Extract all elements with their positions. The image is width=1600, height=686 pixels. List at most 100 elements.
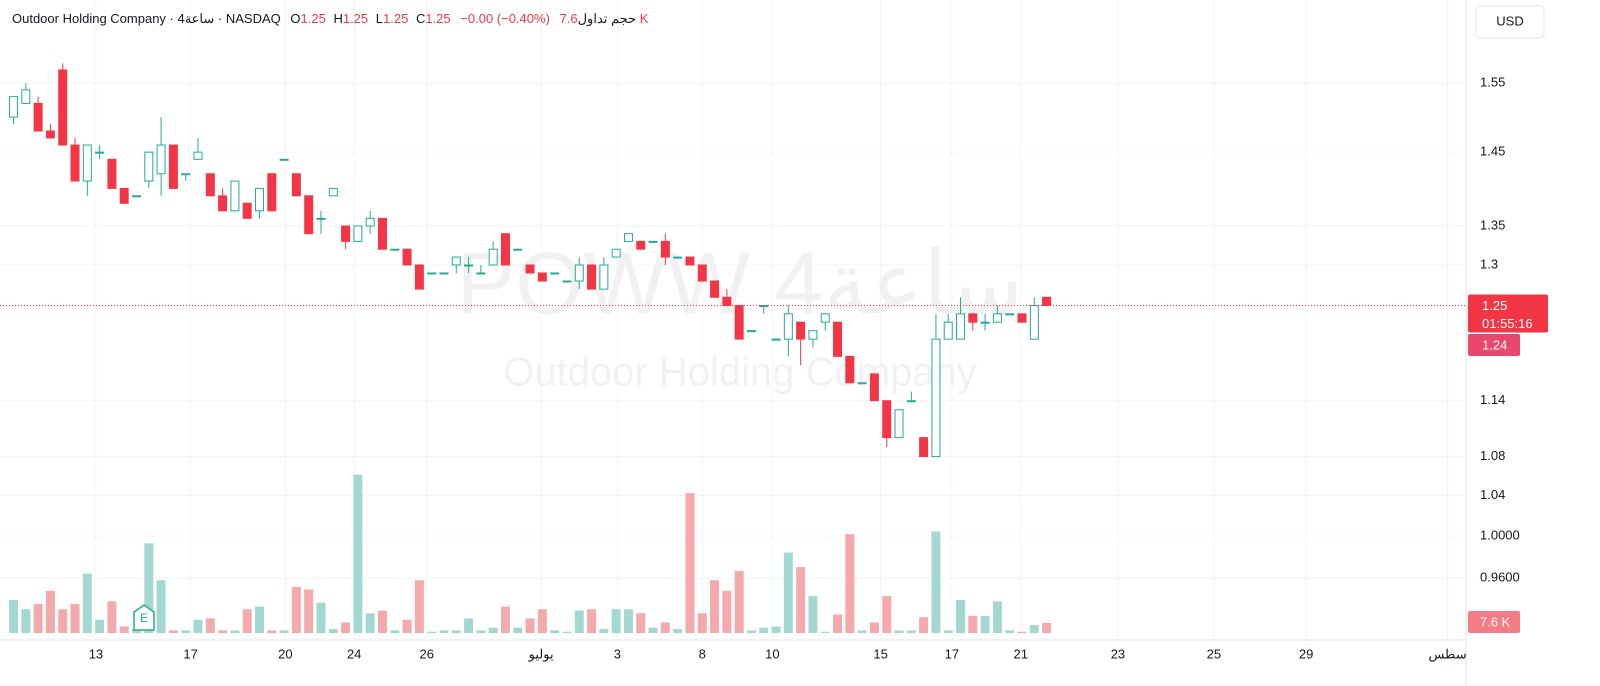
volume-bar xyxy=(402,619,412,633)
candle-body xyxy=(500,233,510,266)
candle-body xyxy=(144,151,154,182)
candle-body xyxy=(943,321,953,340)
candle-body xyxy=(341,225,351,242)
candle-body xyxy=(1029,305,1039,340)
volume-bar xyxy=(353,474,363,633)
volume-bar xyxy=(562,631,572,633)
candle-body xyxy=(906,400,916,403)
volume-bar xyxy=(1042,622,1052,633)
event-icon[interactable] xyxy=(133,604,155,631)
x-tick-label: 23 xyxy=(1111,646,1125,661)
y-tick-label: 0.9600 xyxy=(1480,570,1520,585)
candle-body xyxy=(808,330,818,340)
candle-body xyxy=(107,158,117,189)
open-label: O xyxy=(290,11,300,26)
volume-bar xyxy=(95,619,105,633)
close-label: C xyxy=(416,11,425,26)
candle-body xyxy=(1005,313,1015,316)
volume-bar xyxy=(968,615,978,633)
x-tick-label: 3 xyxy=(614,646,621,661)
volume-bar xyxy=(464,618,474,633)
volume-bar xyxy=(808,596,818,633)
volume-bar xyxy=(759,627,769,633)
volume-bar xyxy=(1005,630,1015,633)
volume-bar xyxy=(783,552,793,633)
candle-body xyxy=(488,248,498,266)
volume-bar xyxy=(377,610,387,633)
volume-bar xyxy=(697,613,707,633)
candle-body xyxy=(316,217,326,220)
candle-body xyxy=(673,256,683,259)
candle-body xyxy=(833,321,843,357)
candle-body xyxy=(746,330,756,333)
volume-bar xyxy=(414,580,424,633)
low-label: L xyxy=(376,11,383,26)
candle-body xyxy=(685,256,695,266)
volume-bar xyxy=(205,618,215,633)
x-tick-label: 26 xyxy=(420,646,434,661)
candle-body xyxy=(9,96,19,118)
currency-button[interactable] xyxy=(1475,5,1545,39)
candle-body xyxy=(476,272,486,275)
volume-bar xyxy=(58,609,68,633)
volume-bar xyxy=(304,589,314,633)
candle-body xyxy=(377,217,387,250)
change: −0.00 (−0.40%) xyxy=(460,11,550,26)
currency[interactable]: USD xyxy=(1496,13,1523,28)
candle-body xyxy=(599,264,609,290)
volume-bar xyxy=(45,590,55,633)
volume-bar xyxy=(956,600,966,633)
volume-bar xyxy=(980,615,990,633)
volume-bar xyxy=(611,609,621,633)
candle-body xyxy=(119,187,129,204)
candle-body xyxy=(70,144,80,182)
volume-bar xyxy=(341,622,351,633)
x-tick-label: 29 xyxy=(1299,646,1313,661)
candle-body xyxy=(427,272,437,275)
candle-body xyxy=(931,338,941,458)
volume-bar xyxy=(390,630,400,633)
low-value: 1.25 xyxy=(383,11,408,26)
volume-bar xyxy=(550,630,560,633)
volume-bar xyxy=(132,629,142,633)
event-label[interactable]: E xyxy=(140,611,148,625)
grid xyxy=(0,0,1466,640)
volume-bar xyxy=(820,631,830,633)
volume-bar xyxy=(365,613,375,633)
candle-body xyxy=(279,158,289,161)
candle-body xyxy=(894,409,904,439)
candle-body xyxy=(734,305,744,340)
candle-body xyxy=(968,313,978,323)
y-tick-label: 1.14 xyxy=(1480,392,1505,407)
volume-bar xyxy=(107,601,117,633)
volume-bar xyxy=(476,630,486,633)
candle-body xyxy=(796,321,806,340)
candle-body xyxy=(255,187,265,212)
candle-body xyxy=(45,130,55,139)
volume-bar xyxy=(660,622,670,633)
candle-body xyxy=(783,313,793,340)
candle-body xyxy=(623,233,633,242)
price-label-bg xyxy=(1468,294,1548,333)
candle-body xyxy=(353,225,363,242)
volume-bar xyxy=(279,630,289,633)
volume-bar xyxy=(488,627,498,633)
candle-body xyxy=(181,173,191,176)
high-label: H xyxy=(333,11,342,26)
candle-body xyxy=(611,248,621,258)
high-value: 1.25 xyxy=(343,11,368,26)
x-tick-label: 21 xyxy=(1014,646,1028,661)
volume-bar xyxy=(230,630,240,633)
x-tick-label: 15 xyxy=(873,646,887,661)
candle-body xyxy=(636,240,646,250)
event-marker[interactable]: E xyxy=(133,604,155,631)
candle-body xyxy=(697,264,707,282)
candle-body xyxy=(771,338,781,341)
candle-body xyxy=(820,313,830,323)
candle-body xyxy=(33,102,43,132)
volume-bar xyxy=(218,630,228,633)
volume-bar xyxy=(992,601,1002,633)
candle-body xyxy=(722,296,732,307)
candle-body xyxy=(587,264,597,290)
volume-bar xyxy=(1017,631,1027,633)
